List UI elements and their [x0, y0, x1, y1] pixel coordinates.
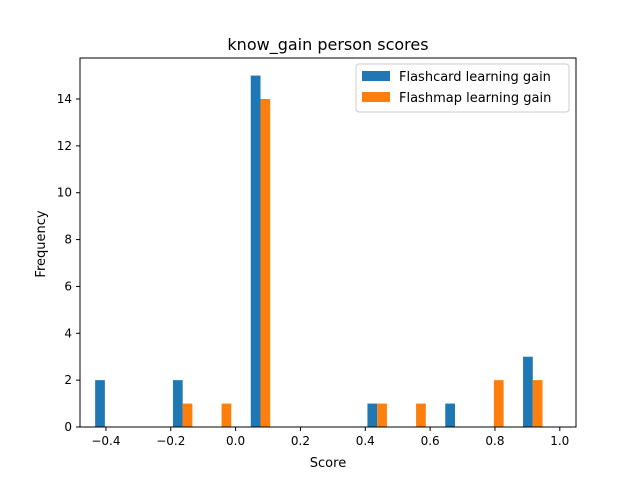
bars-layer	[95, 75, 543, 427]
legend-label: Flashmap learning gain	[399, 91, 551, 106]
bar-flashmap-7	[377, 403, 387, 427]
bar-flashmap-11	[532, 380, 543, 427]
x-axis-label: Score	[310, 456, 346, 471]
legend: Flashcard learning gain Flashmap learning…	[355, 63, 570, 113]
legend-label: Flashcard learning gain	[399, 70, 551, 85]
legend-box	[355, 63, 570, 113]
bar-flashcard-11	[523, 356, 533, 427]
plot-frame	[79, 57, 577, 428]
bar-flashmap-2	[182, 403, 193, 427]
y-tick-label: 2	[64, 373, 72, 387]
bar-flashmap-3	[221, 403, 232, 427]
x-tick-label: 0.4	[356, 434, 375, 448]
bar-flashmap-8	[416, 403, 426, 427]
axes-layer	[79, 57, 577, 428]
y-axis-ticks: 0 2 4 6 8 10 12 14	[57, 92, 80, 434]
x-tick-label: 0.2	[291, 434, 310, 448]
bar-flashcard-9	[445, 403, 455, 427]
x-tick-label: 0.6	[421, 434, 440, 448]
bar-flashmap-4	[260, 99, 271, 427]
y-tick-label: 14	[57, 92, 72, 106]
x-tick-label: −0.4	[91, 434, 120, 448]
x-axis-ticks: −0.4 −0.2 0.0 0.2 0.4 0.6 0.8 1.0	[91, 427, 569, 448]
y-tick-label: 12	[57, 139, 72, 153]
bar-flashmap-10	[493, 380, 504, 427]
y-tick-label: 8	[64, 233, 72, 247]
y-tick-label: 0	[64, 420, 72, 434]
x-tick-label: 0.8	[485, 434, 504, 448]
x-tick-label: 1.0	[550, 434, 569, 448]
y-axis-label: Frequency	[34, 210, 49, 277]
legend-swatch	[362, 92, 390, 102]
x-tick-label: −0.2	[156, 434, 185, 448]
x-tick-label: 0.0	[226, 434, 245, 448]
legend-swatch	[362, 71, 390, 81]
y-tick-label: 10	[57, 186, 72, 200]
y-tick-label: 4	[64, 326, 72, 340]
chart-title: know_gain person scores	[227, 35, 428, 55]
bar-flashcard-7	[367, 403, 378, 427]
y-tick-label: 6	[64, 279, 72, 293]
bar-flashcard-4	[250, 75, 261, 427]
bar-flashcard-2	[172, 380, 183, 427]
bar-flashcard-0	[95, 380, 105, 427]
